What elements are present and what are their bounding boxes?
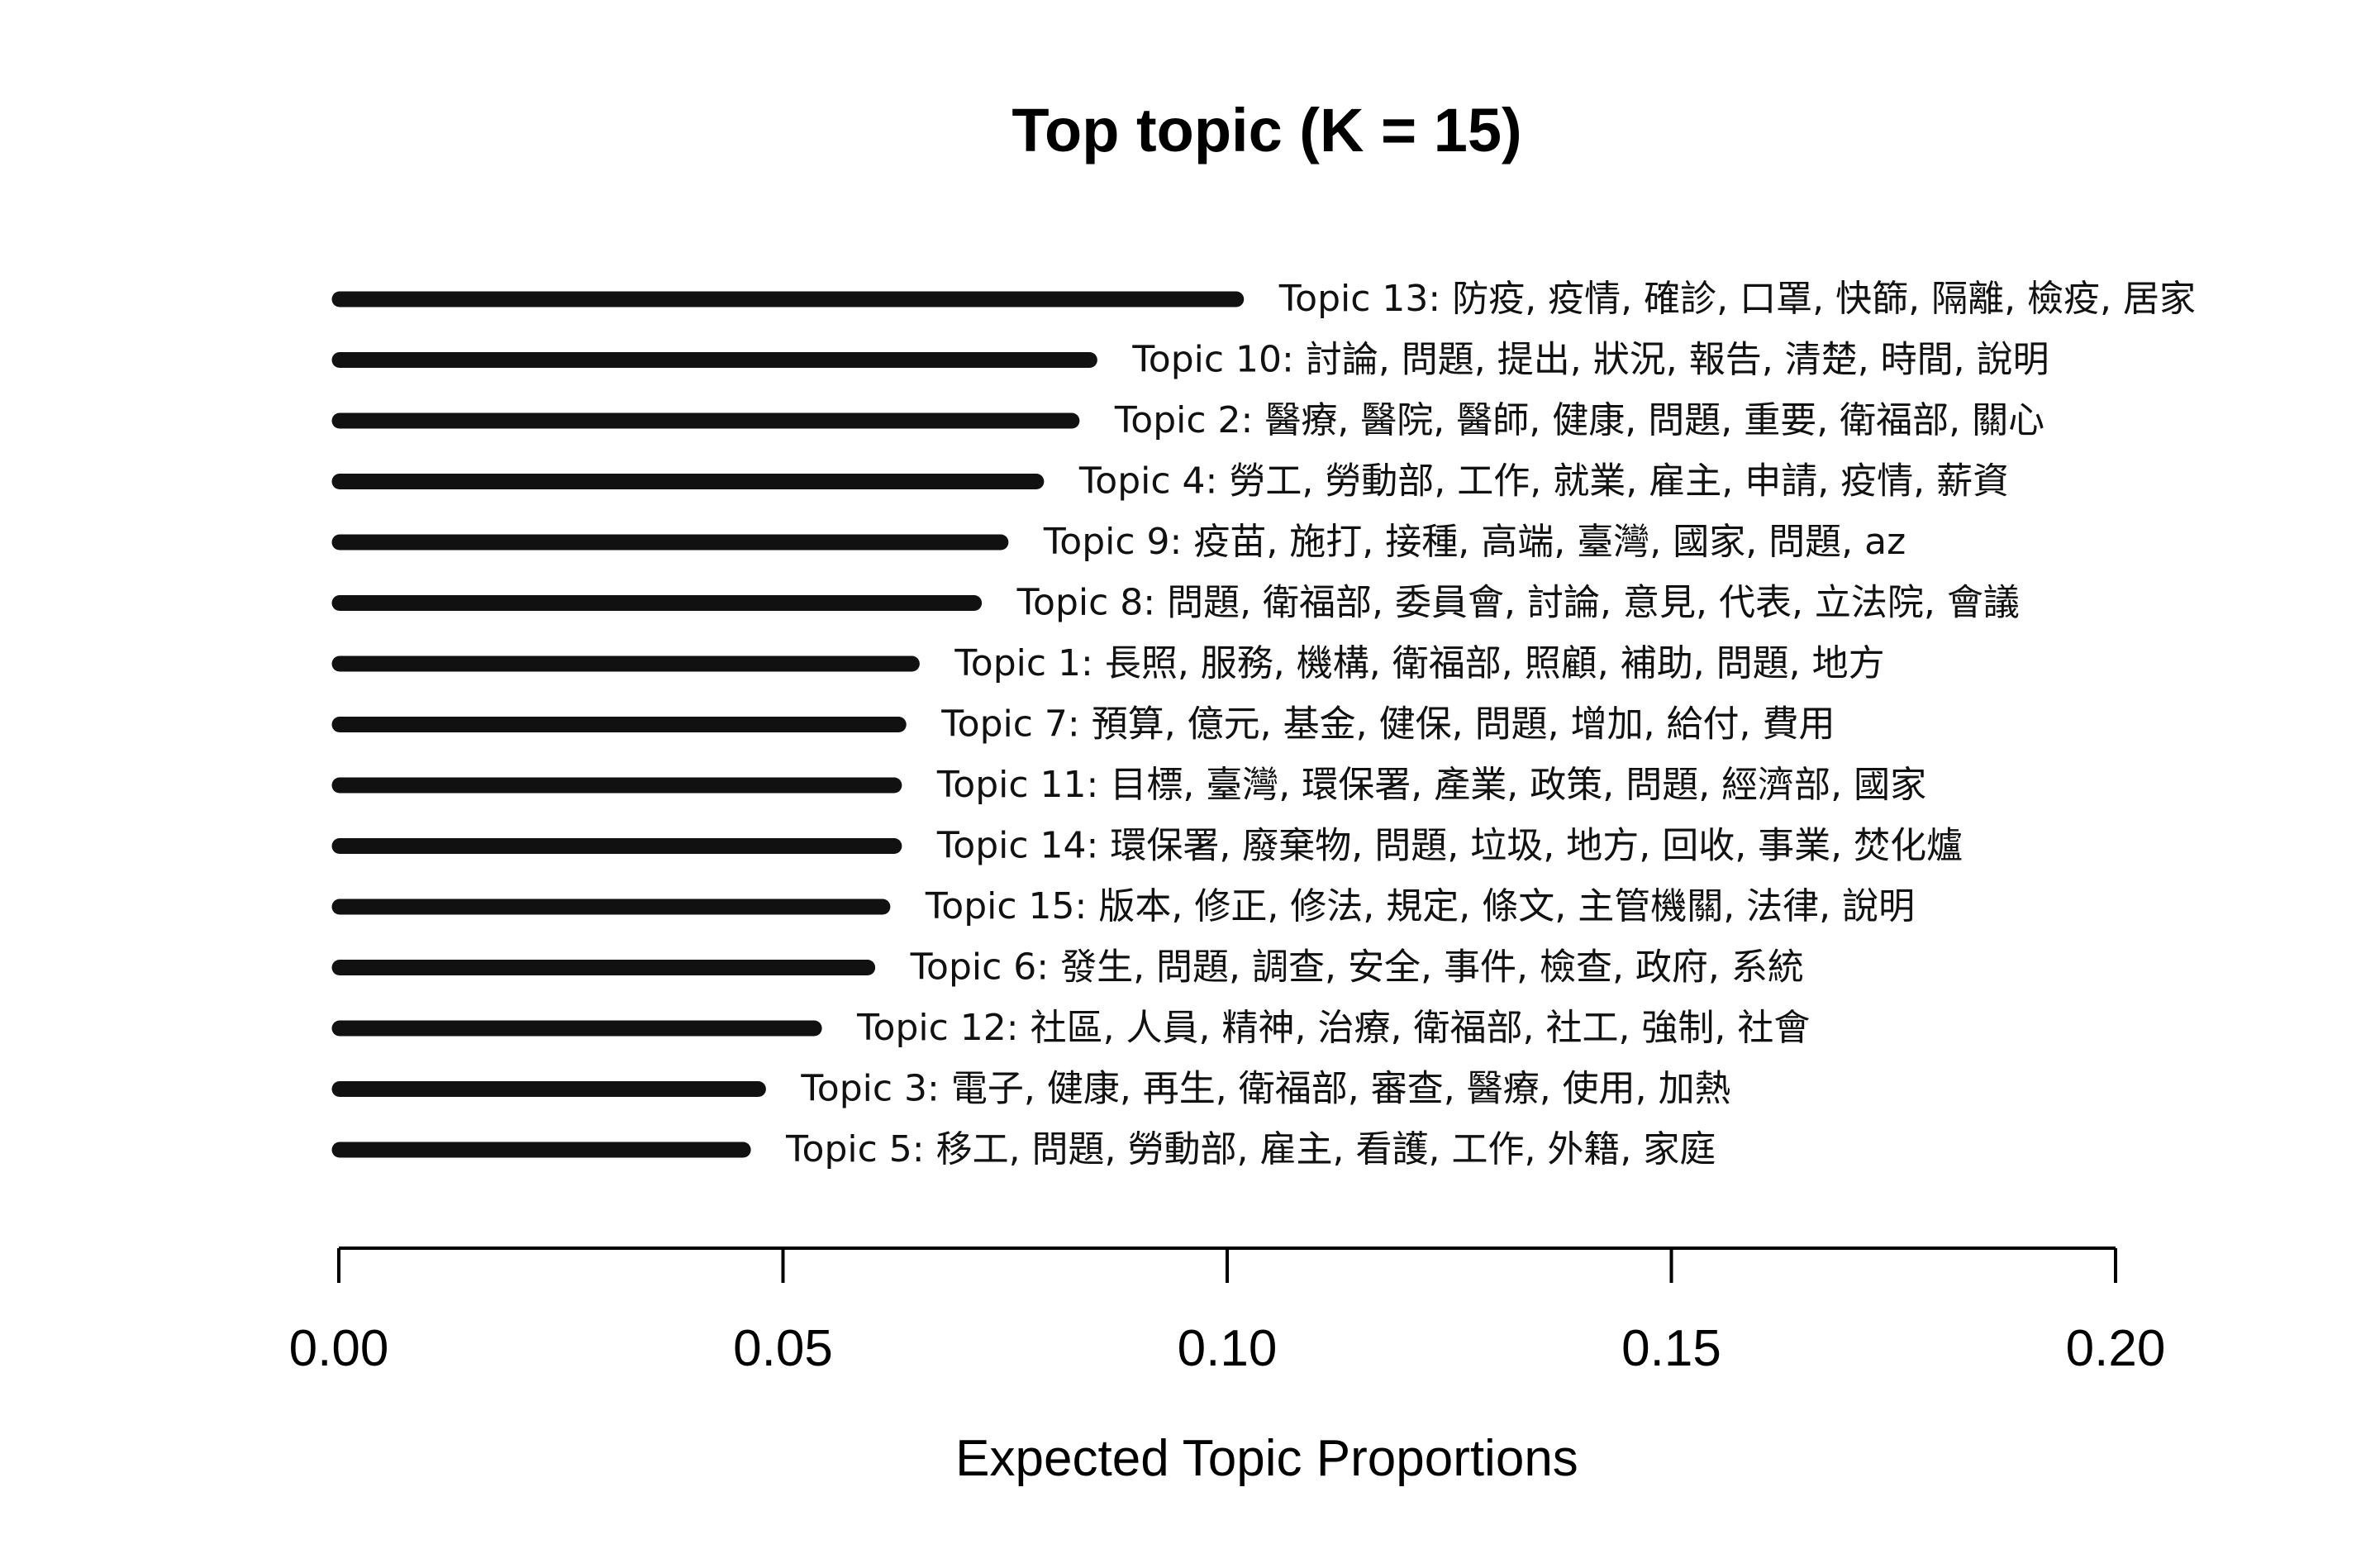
x-tick-label: 0.10 [1178,1320,1278,1377]
x-tick-label: 0.15 [1621,1320,1721,1377]
bar-label: Topic 10: 討論, 問題, 提出, 狀況, 報告, 清楚, 時間, 說明 [1131,339,2049,381]
bars-group: Topic 13: 防疫, 疫情, 確診, 口罩, 快篩, 隔離, 檢疫, 居家… [331,278,2196,1170]
bar-label: Topic 14: 環保署, 廢棄物, 問題, 垃圾, 地方, 回收, 事業, … [936,825,1963,867]
bar-label: Topic 6: 發生, 問題, 調查, 安全, 事件, 檢查, 政府, 系統 [910,946,1804,989]
x-tick-label: 0.20 [2066,1320,2166,1377]
bar-label: Topic 8: 問題, 衛福部, 委員會, 討論, 意見, 代表, 立法院, … [1016,582,2020,624]
x-tick-label: 0.05 [733,1320,833,1377]
bar-label: Topic 3: 電子, 健康, 再生, 衛福部, 審查, 醫療, 使用, 加熱 [800,1068,1730,1110]
bar-label: Topic 11: 目標, 臺灣, 環保署, 產業, 政策, 問題, 經濟部, … [936,764,1926,806]
bar-label: Topic 5: 移工, 問題, 勞動部, 雇主, 看護, 工作, 外籍, 家庭 [785,1128,1716,1170]
x-axis-label: Expected Topic Proportions [955,1430,1578,1487]
bar-label: Topic 15: 版本, 修正, 修法, 規定, 條文, 主管機關, 法律, … [925,885,1915,927]
x-tick-label: 0.00 [289,1320,389,1377]
bar-label: Topic 9: 疫苗, 施打, 接種, 高端, 臺灣, 國家, 問題, az [1043,521,1906,563]
bar-label: Topic 7: 預算, 億元, 基金, 健保, 問題, 增加, 給付, 費用 [940,703,1835,746]
bar-label: Topic 4: 勞工, 勞動部, 工作, 就業, 雇主, 申請, 疫情, 薪資 [1078,460,2009,503]
bar-label: Topic 13: 防疫, 疫情, 確診, 口罩, 快篩, 隔離, 檢疫, 居家 [1278,278,2196,320]
bar-label: Topic 2: 醫療, 醫院, 醫師, 健康, 問題, 重要, 衛福部, 關心 [1114,399,2044,441]
bar-label: Topic 1: 長照, 服務, 機構, 衛福部, 照顧, 補助, 問題, 地方 [954,642,1884,684]
x-axis: 0.00 0.05 0.10 0.15 0.20 [289,1247,2166,1377]
bar-label: Topic 12: 社區, 人員, 精神, 治療, 衛福部, 社工, 強制, 社… [856,1007,1810,1049]
chart-title: Top topic (K = 15) [1011,96,1521,164]
